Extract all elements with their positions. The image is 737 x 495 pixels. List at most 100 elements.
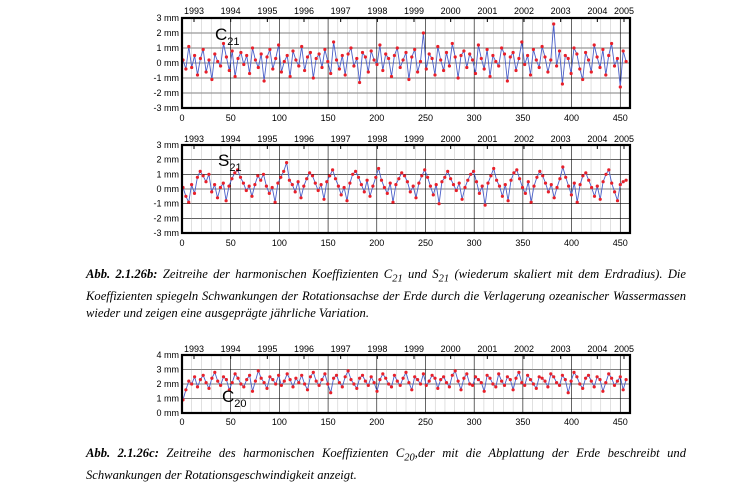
- c20-xtick-label: 350: [515, 417, 530, 427]
- c20-data-point: [528, 378, 533, 382]
- c21-data-point: [329, 71, 333, 76]
- s21-data-point: [578, 183, 582, 187]
- c21-data-point: [230, 49, 234, 53]
- caption-b-text3: (wiederum skaliert mit dem Erdradius). D…: [86, 267, 687, 320]
- c21-data-point: [557, 49, 562, 53]
- s21-data-point: [515, 168, 519, 172]
- s21-xtick-label: 350: [515, 238, 530, 248]
- c21-data-point: [407, 77, 411, 82]
- s21-data-point: [267, 191, 271, 195]
- s21-data-point: [526, 180, 530, 184]
- s21-data-point: [477, 191, 481, 195]
- c21-ytick-label: -3 mm: [154, 103, 180, 113]
- c21-data-point: [517, 56, 521, 61]
- s21-data-point: [287, 178, 291, 182]
- c20-data-point: [471, 383, 475, 387]
- c20-data-point: [250, 389, 255, 393]
- s21-xtick-label: 250: [418, 238, 433, 248]
- c20-data-point: [581, 386, 585, 390]
- c20-ytick-label: 2 mm: [157, 379, 180, 389]
- s21-data-point: [230, 177, 234, 181]
- s21-data-point: [446, 169, 450, 173]
- s21-data-point: [213, 183, 217, 187]
- s21-data-point: [411, 184, 415, 188]
- c21-data-point: [569, 71, 573, 76]
- s21-data-point: [397, 177, 401, 181]
- s21-data-point: [431, 193, 435, 197]
- s21-data-point: [543, 181, 548, 185]
- c21-data-point: [615, 56, 620, 61]
- c21-xtick-label: 50: [226, 113, 236, 123]
- s21-ytick-label: 2 mm: [157, 155, 180, 165]
- s21-data-point: [374, 175, 378, 179]
- s21-year-label: 2003: [551, 134, 571, 144]
- c21-data-point: [317, 52, 321, 56]
- c20-year-label: 2003: [551, 344, 571, 354]
- c21-data-point: [604, 73, 608, 77]
- c20-data-point: [502, 383, 507, 387]
- c21-data-point: [511, 50, 515, 55]
- c21-data-point: [300, 44, 304, 49]
- c20-data-point: [248, 373, 252, 377]
- c20-data-point: [198, 378, 202, 382]
- c21-data-point: [274, 56, 278, 61]
- c20-year-label: 2002: [514, 344, 534, 354]
- c20-data-point: [436, 386, 440, 390]
- c20-xtick-label: 150: [321, 417, 336, 427]
- s21-ytick-label: 3 mm: [157, 140, 180, 150]
- c21-year-label: 1994: [221, 6, 241, 16]
- s21-data-point: [322, 197, 326, 201]
- c21-data-point: [239, 50, 243, 55]
- c20-data-point: [352, 382, 356, 386]
- s21-data-point: [564, 175, 568, 179]
- c21-data-point: [334, 58, 339, 62]
- c20-data-point: [320, 378, 324, 382]
- s21-data-point: [535, 175, 539, 179]
- c20-data-point: [589, 379, 593, 383]
- s21-data-point: [273, 200, 277, 204]
- c21-data-point: [288, 74, 292, 79]
- c21-data-point: [416, 70, 420, 74]
- c20-data-point: [560, 373, 565, 377]
- c20-data-point: [398, 383, 402, 387]
- c21-data-point: [233, 74, 237, 79]
- c21-frame: [180, 16, 632, 110]
- c21-data-point: [601, 47, 605, 52]
- c21-data-point: [262, 79, 266, 83]
- s21-data-point: [598, 197, 602, 201]
- s21-data-point: [279, 175, 283, 179]
- c20-data-point: [372, 381, 376, 385]
- c21-data-point: [618, 85, 622, 89]
- caption-fig-c: Abb. 2.1.26c: Zeitreihe des harmonischen…: [86, 445, 686, 484]
- s21-year-label: 1997: [331, 134, 351, 144]
- s21-data-point: [236, 168, 240, 172]
- c21-data-point: [578, 67, 582, 71]
- c20-data-point: [557, 383, 562, 387]
- c20-data-point: [262, 381, 266, 385]
- c21-data-point: [219, 64, 223, 68]
- c21-ytick-label: 2 mm: [157, 28, 180, 38]
- s21-data-point: [483, 203, 487, 207]
- c21-data-point: [566, 56, 570, 61]
- c20-data-point: [450, 373, 454, 377]
- s21-data-point: [221, 181, 225, 185]
- c21-data-point: [610, 41, 614, 46]
- s21-data-point: [590, 185, 594, 190]
- s21-data-point: [218, 185, 222, 190]
- c20-data-point: [468, 382, 472, 386]
- s21-data-point: [207, 172, 211, 176]
- s21-data-point: [472, 169, 476, 173]
- c20-xtick-label: 450: [613, 417, 628, 427]
- s21-data-point: [388, 181, 392, 185]
- c21-data-point: [303, 68, 307, 73]
- c20-data-point: [476, 378, 480, 382]
- c20-data-point: [311, 370, 315, 374]
- c20-data-point: [253, 379, 257, 383]
- c21-data-point: [193, 53, 197, 58]
- c21-year-label: 1995: [257, 6, 277, 16]
- c20-data-point: [416, 378, 420, 382]
- c20-ytick-label: 0 mm: [157, 408, 180, 418]
- c20-data-point: [190, 382, 194, 386]
- c21-data-point: [392, 53, 396, 58]
- caption-c-c: C: [395, 446, 405, 460]
